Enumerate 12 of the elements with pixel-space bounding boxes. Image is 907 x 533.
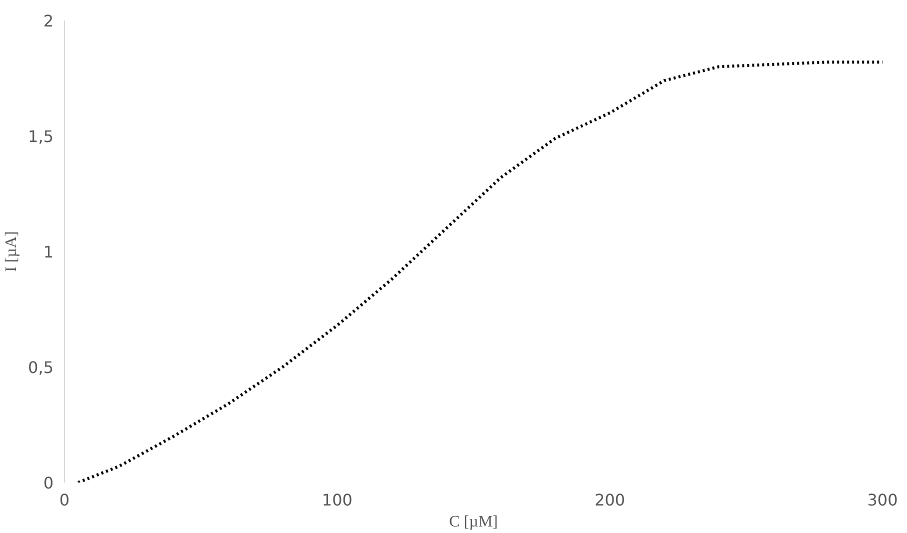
x-axis-title: C [µM] (449, 514, 498, 530)
y-tick-label: 2 (43, 12, 54, 30)
line-series (76, 60, 882, 482)
y-tick-label: 1 (43, 242, 54, 262)
x-tick-label: 300 (867, 490, 898, 510)
y-tick-label: 0,5 (28, 358, 54, 377)
x-tick-label: 0 (59, 490, 70, 510)
x-tick-label: 200 (594, 490, 626, 510)
x-tick-label: 100 (322, 490, 352, 510)
y-axis-title: I [µA] (3, 231, 20, 272)
y-tick-label: 1,5 (28, 127, 54, 146)
y-tick-label: 0 (43, 474, 54, 492)
